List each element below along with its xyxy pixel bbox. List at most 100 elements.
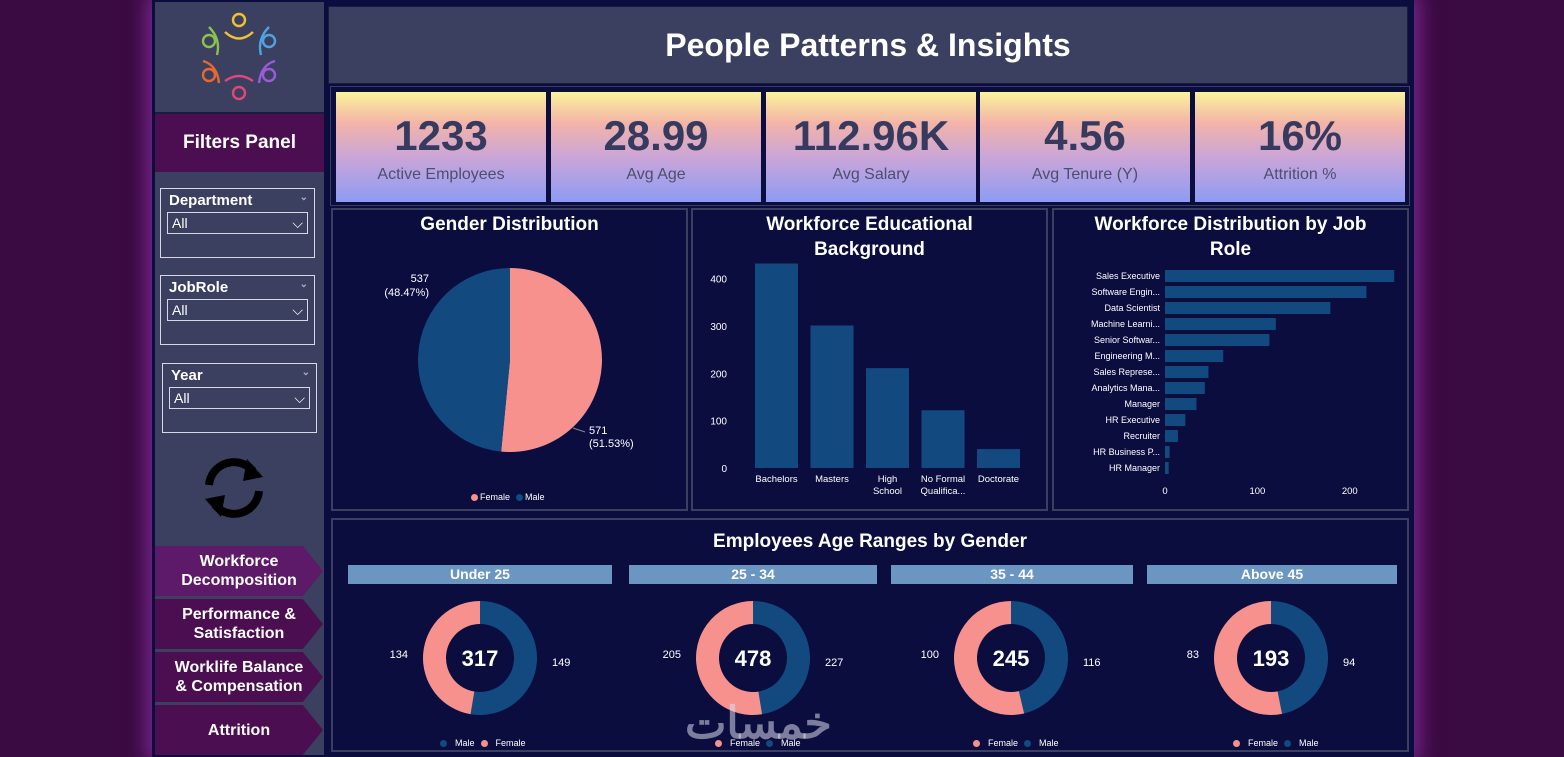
job-role-chart-title: Workforce Distribution by Job Role bbox=[1054, 212, 1407, 262]
donut-slice-male bbox=[1011, 601, 1068, 714]
x-tick-label: Qualifica... bbox=[921, 486, 966, 497]
y-tick-label: Sales Represe... bbox=[1093, 367, 1160, 377]
nav-label: Attrition bbox=[207, 721, 271, 739]
kpi-value: 28.99 bbox=[603, 112, 709, 159]
y-tick-label: 100 bbox=[710, 417, 727, 428]
hbar-5 bbox=[1165, 350, 1224, 362]
male-dot-icon bbox=[516, 494, 524, 502]
logo-area bbox=[155, 2, 324, 114]
y-tick-label: Data Scientist bbox=[1104, 303, 1160, 313]
donut-label-left: 83 bbox=[1187, 649, 1199, 661]
page-title: People Patterns & Insights bbox=[328, 6, 1408, 84]
age-legend: Male Female bbox=[440, 738, 526, 748]
hbar-3 bbox=[1165, 318, 1276, 330]
chevron-down-icon[interactable]: ⌄ bbox=[301, 367, 310, 378]
age-chart-title: Employees Age Ranges by Gender bbox=[713, 531, 1027, 552]
y-tick-label: Engineering M... bbox=[1094, 351, 1160, 361]
x-tick-label: Bachelors bbox=[755, 474, 797, 485]
female-dot-icon bbox=[471, 494, 478, 502]
age-group-header: Above 45 bbox=[1147, 565, 1397, 584]
donut-label-left: 134 bbox=[390, 649, 408, 661]
department-value: All bbox=[172, 215, 188, 231]
bar-3 bbox=[921, 410, 965, 468]
education-panel: Workforce Educational Background 0 100 200 3… bbox=[691, 208, 1048, 511]
pie-label-male-value: 537 bbox=[411, 273, 429, 285]
year-dropdown[interactable]: All ⌵ bbox=[169, 387, 310, 409]
chevron-down-icon[interactable]: ⌄ bbox=[299, 279, 308, 290]
legend-male: Male bbox=[516, 492, 545, 502]
department-dropdown[interactable]: All ⌵ bbox=[167, 212, 308, 234]
bar-4 bbox=[977, 449, 1020, 468]
pie-leader-line bbox=[572, 427, 586, 433]
donut-slice-female bbox=[1214, 601, 1283, 715]
y-tick-label: HR Business P... bbox=[1093, 447, 1160, 457]
nav-worklife-compensation[interactable]: Worklife Balance & Compensation bbox=[155, 652, 323, 702]
donut-label-left: 205 bbox=[663, 649, 681, 661]
male-dot-icon bbox=[1284, 739, 1292, 747]
y-tick-label: 300 bbox=[710, 322, 727, 333]
donut-label-right: 94 bbox=[1343, 657, 1355, 669]
male-dot-icon bbox=[766, 739, 774, 747]
x-tick-label: 0 bbox=[1162, 486, 1167, 497]
kpi-card: 112.96K Avg Salary bbox=[766, 92, 976, 202]
nav-label: Satisfaction bbox=[193, 625, 285, 642]
chevron-down-icon: ⌵ bbox=[292, 214, 303, 231]
gender-pie-chart[interactable]: 571(51.53%) 537 (48.47%) bbox=[333, 210, 686, 509]
kpi-card: 1233 Active Employees bbox=[336, 92, 546, 202]
hbar-2 bbox=[1165, 302, 1331, 314]
female-dot-icon bbox=[480, 739, 488, 747]
donut-slice-female bbox=[696, 601, 763, 715]
chevron-down-icon: ⌵ bbox=[292, 301, 303, 318]
jobrole-dropdown[interactable]: All ⌵ bbox=[167, 299, 308, 321]
filters-panel-title: Filters Panel bbox=[155, 114, 324, 172]
nav-label: Decomposition bbox=[181, 572, 297, 589]
nav-label: Worklife Balance bbox=[174, 659, 304, 676]
age-donut-charts[interactable]: 317 149 134 478 227 205 245 116 100 193 94 83 bbox=[333, 588, 1407, 748]
donut-center-total: 245 bbox=[993, 646, 1030, 671]
kpi-value: 112.96K bbox=[792, 112, 950, 159]
donut-slice-female bbox=[423, 601, 480, 715]
x-tick-label: School bbox=[873, 486, 902, 497]
kpi-caption: Avg Age bbox=[626, 166, 686, 183]
bar-2 bbox=[866, 368, 909, 468]
watermark-text: خمسات bbox=[685, 699, 832, 748]
y-tick-label: HR Executive bbox=[1105, 415, 1160, 425]
donut-slice-male bbox=[470, 601, 537, 715]
legend-female-label: Female bbox=[480, 492, 511, 502]
nav-performance-satisfaction[interactable]: Performance & Satisfaction bbox=[155, 599, 323, 649]
bar-1 bbox=[810, 325, 854, 468]
legend-male-label: Male bbox=[1039, 738, 1059, 748]
legend-female-label: Female bbox=[988, 738, 1019, 748]
jobrole-value: All bbox=[172, 302, 188, 318]
pie-label-female-percent: (51.53%) bbox=[589, 438, 634, 450]
female-dot-icon bbox=[973, 739, 980, 747]
gender-distribution-panel: Gender Distribution 571 (51.53%) 537 (48.47… bbox=[331, 208, 688, 511]
job-role-bar-chart[interactable]: Sales Executive Software Engin... Data Sci… bbox=[1054, 210, 1407, 509]
y-tick-label: 400 bbox=[710, 275, 727, 286]
kpi-card: 16% Attrition % bbox=[1195, 92, 1405, 202]
legend-male-label: Male bbox=[781, 738, 801, 748]
chevron-down-icon: ⌵ bbox=[294, 389, 305, 406]
age-group-header: 25 - 34 bbox=[629, 565, 877, 584]
donut-center-total: 193 bbox=[1253, 646, 1290, 671]
refresh-icon[interactable] bbox=[201, 455, 267, 521]
donut-center-total: 317 bbox=[462, 646, 499, 671]
kpi-caption: Active Employees bbox=[377, 166, 505, 183]
bar-0 bbox=[755, 263, 798, 468]
pie-slice-female bbox=[501, 268, 602, 452]
pie-label-female-value: 571 bbox=[589, 425, 607, 437]
male-dot-icon bbox=[1024, 739, 1032, 747]
education-title-line1: Workforce Educational bbox=[766, 214, 973, 235]
nav-label: & Compensation bbox=[175, 678, 303, 695]
jobrole-label: JobRole bbox=[169, 279, 229, 296]
donut-center-total: 478 bbox=[735, 646, 772, 671]
nav-attrition[interactable]: Attrition bbox=[155, 705, 323, 755]
nav-workforce-decomposition[interactable]: Workforce Decomposition bbox=[155, 546, 323, 596]
legend-male-label: Male bbox=[455, 738, 475, 748]
kpi-card: 4.56 Avg Tenure (Y) bbox=[980, 92, 1190, 202]
education-chart-title: Workforce Educational Background bbox=[693, 212, 1046, 262]
donut-slice-female bbox=[953, 601, 1025, 715]
y-tick-label: 200 bbox=[710, 369, 727, 380]
chevron-down-icon[interactable]: ⌄ bbox=[299, 192, 308, 203]
